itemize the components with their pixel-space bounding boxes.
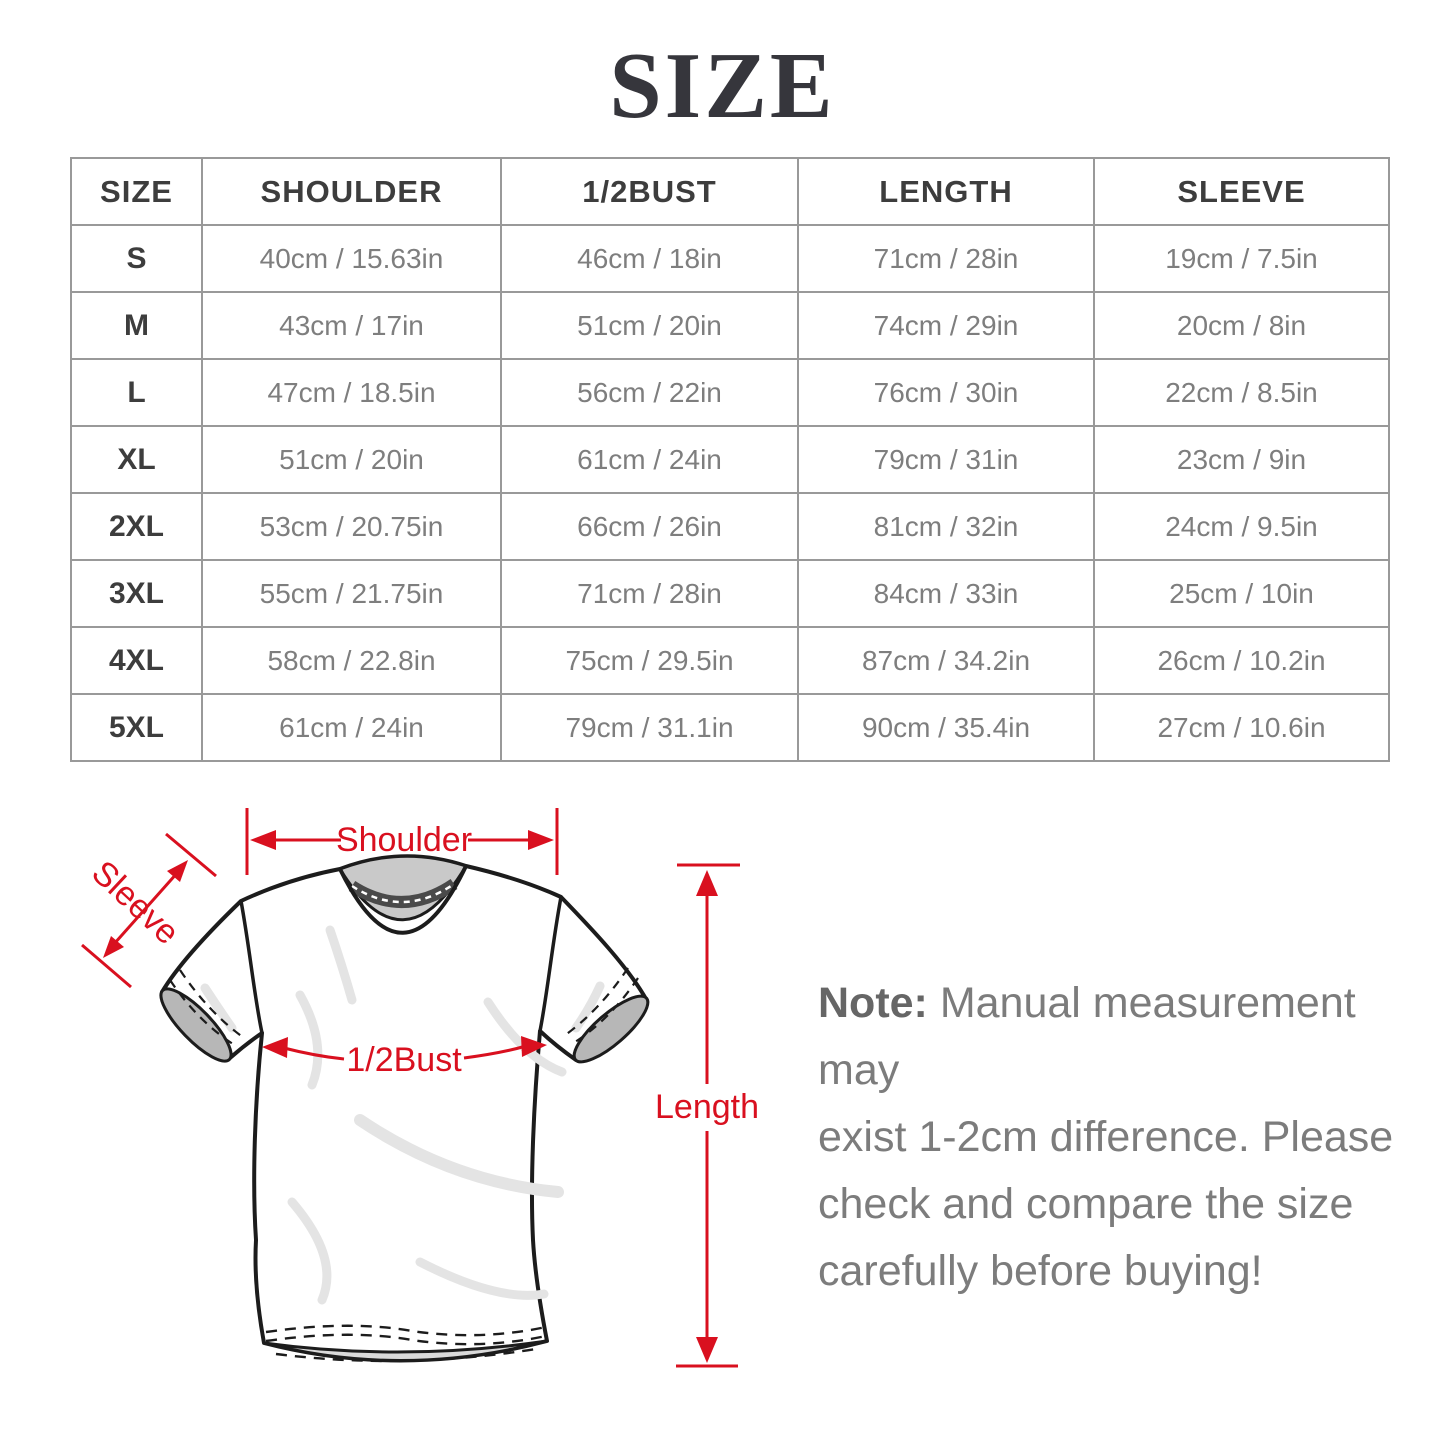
row-label: 5XL (70, 693, 203, 762)
measurement-annotations: Shoulder Sleeve 1/2Bust Length (81, 808, 759, 1368)
header-length: LENGTH (797, 157, 1095, 226)
table-cell: 43cm / 17in (201, 291, 502, 360)
size-table: SIZE SHOULDER 1/2BUST LENGTH SLEEVE S 40… (70, 157, 1390, 762)
tshirt-outline-icon (159, 854, 650, 1363)
header-size: SIZE (70, 157, 203, 226)
table-cell: 26cm / 10.2in (1093, 626, 1390, 695)
table-cell: 53cm / 20.75in (201, 492, 502, 561)
table-row: 3XL 55cm / 21.75in 71cm / 28in 84cm / 33… (70, 559, 1390, 628)
table-cell: 22cm / 8.5in (1093, 358, 1390, 427)
length-label: Length (655, 1088, 759, 1126)
row-label: 3XL (70, 559, 203, 628)
table-cell: 23cm / 9in (1093, 425, 1390, 494)
note-line1-text: Manual measurement may (818, 979, 1356, 1094)
row-label: XL (70, 425, 203, 494)
table-cell: 19cm / 7.5in (1093, 224, 1390, 293)
tshirt-measurement-diagram: Shoulder Sleeve 1/2Bust Length (81, 808, 759, 1368)
table-row: 2XL 53cm / 20.75in 66cm / 26in 81cm / 32… (70, 492, 1390, 561)
table-cell: 51cm / 20in (201, 425, 502, 494)
table-cell: 61cm / 24in (500, 425, 799, 494)
note-text: Note: Manual measurement may exist 1-2cm… (818, 970, 1418, 1305)
row-label: M (70, 291, 203, 360)
table-cell: 40cm / 15.63in (201, 224, 502, 293)
table-cell: 24cm / 9.5in (1093, 492, 1390, 561)
header-shoulder: SHOULDER (201, 157, 502, 226)
header-bust: 1/2BUST (500, 157, 799, 226)
table-cell: 75cm / 29.5in (500, 626, 799, 695)
table-cell: 90cm / 35.4in (797, 693, 1095, 762)
table-row: L 47cm / 18.5in 56cm / 22in 76cm / 30in … (70, 358, 1390, 427)
table-cell: 55cm / 21.75in (201, 559, 502, 628)
table-cell: 46cm / 18in (500, 224, 799, 293)
table-cell: 84cm / 33in (797, 559, 1095, 628)
table-row: M 43cm / 17in 51cm / 20in 74cm / 29in 20… (70, 291, 1390, 360)
row-label: 2XL (70, 492, 203, 561)
table-row: 5XL 61cm / 24in 79cm / 31.1in 90cm / 35.… (70, 693, 1390, 762)
table-cell: 66cm / 26in (500, 492, 799, 561)
note-line: carefully before buying! (818, 1247, 1263, 1295)
table-cell: 87cm / 34.2in (797, 626, 1095, 695)
sleeve-label: Sleeve (84, 853, 186, 952)
bust-measure-arrow: 1/2Bust (262, 1036, 547, 1079)
table-cell: 25cm / 10in (1093, 559, 1390, 628)
table-cell: 56cm / 22in (500, 358, 799, 427)
table-cell: 47cm / 18.5in (201, 358, 502, 427)
table-cell: 20cm / 8in (1093, 291, 1390, 360)
shoulder-measure-arrow: Shoulder (245, 808, 559, 875)
table-cell: 51cm / 20in (500, 291, 799, 360)
table-cell: 79cm / 31in (797, 425, 1095, 494)
table-cell: 76cm / 30in (797, 358, 1095, 427)
table-cell: 71cm / 28in (797, 224, 1095, 293)
note-line: Note: Manual measurement may (818, 970, 1418, 1104)
table-cell: 74cm / 29in (797, 291, 1095, 360)
table-row: XL 51cm / 20in 61cm / 24in 79cm / 31in 2… (70, 425, 1390, 494)
length-measure-arrow: Length (655, 863, 759, 1368)
table-header-row: SIZE SHOULDER 1/2BUST LENGTH SLEEVE (70, 157, 1390, 226)
shoulder-label: Shoulder (336, 821, 472, 859)
table-cell: 58cm / 22.8in (201, 626, 502, 695)
bust-label: 1/2Bust (346, 1041, 462, 1079)
table-cell: 81cm / 32in (797, 492, 1095, 561)
note-line: check and compare the size (818, 1180, 1354, 1228)
table-cell: 79cm / 31.1in (500, 693, 799, 762)
row-label: L (70, 358, 203, 427)
row-label: 4XL (70, 626, 203, 695)
table-cell: 71cm / 28in (500, 559, 799, 628)
header-sleeve: SLEEVE (1093, 157, 1390, 226)
table-row: S 40cm / 15.63in 46cm / 18in 71cm / 28in… (70, 224, 1390, 293)
note-prefix: Note: (818, 979, 928, 1027)
table-cell: 61cm / 24in (201, 693, 502, 762)
note-line: exist 1-2cm difference. Please (818, 1113, 1394, 1161)
page-title: SIZE (609, 34, 836, 138)
table-row: 4XL 58cm / 22.8in 75cm / 29.5in 87cm / 3… (70, 626, 1390, 695)
table-cell: 27cm / 10.6in (1093, 693, 1390, 762)
row-label: S (70, 224, 203, 293)
